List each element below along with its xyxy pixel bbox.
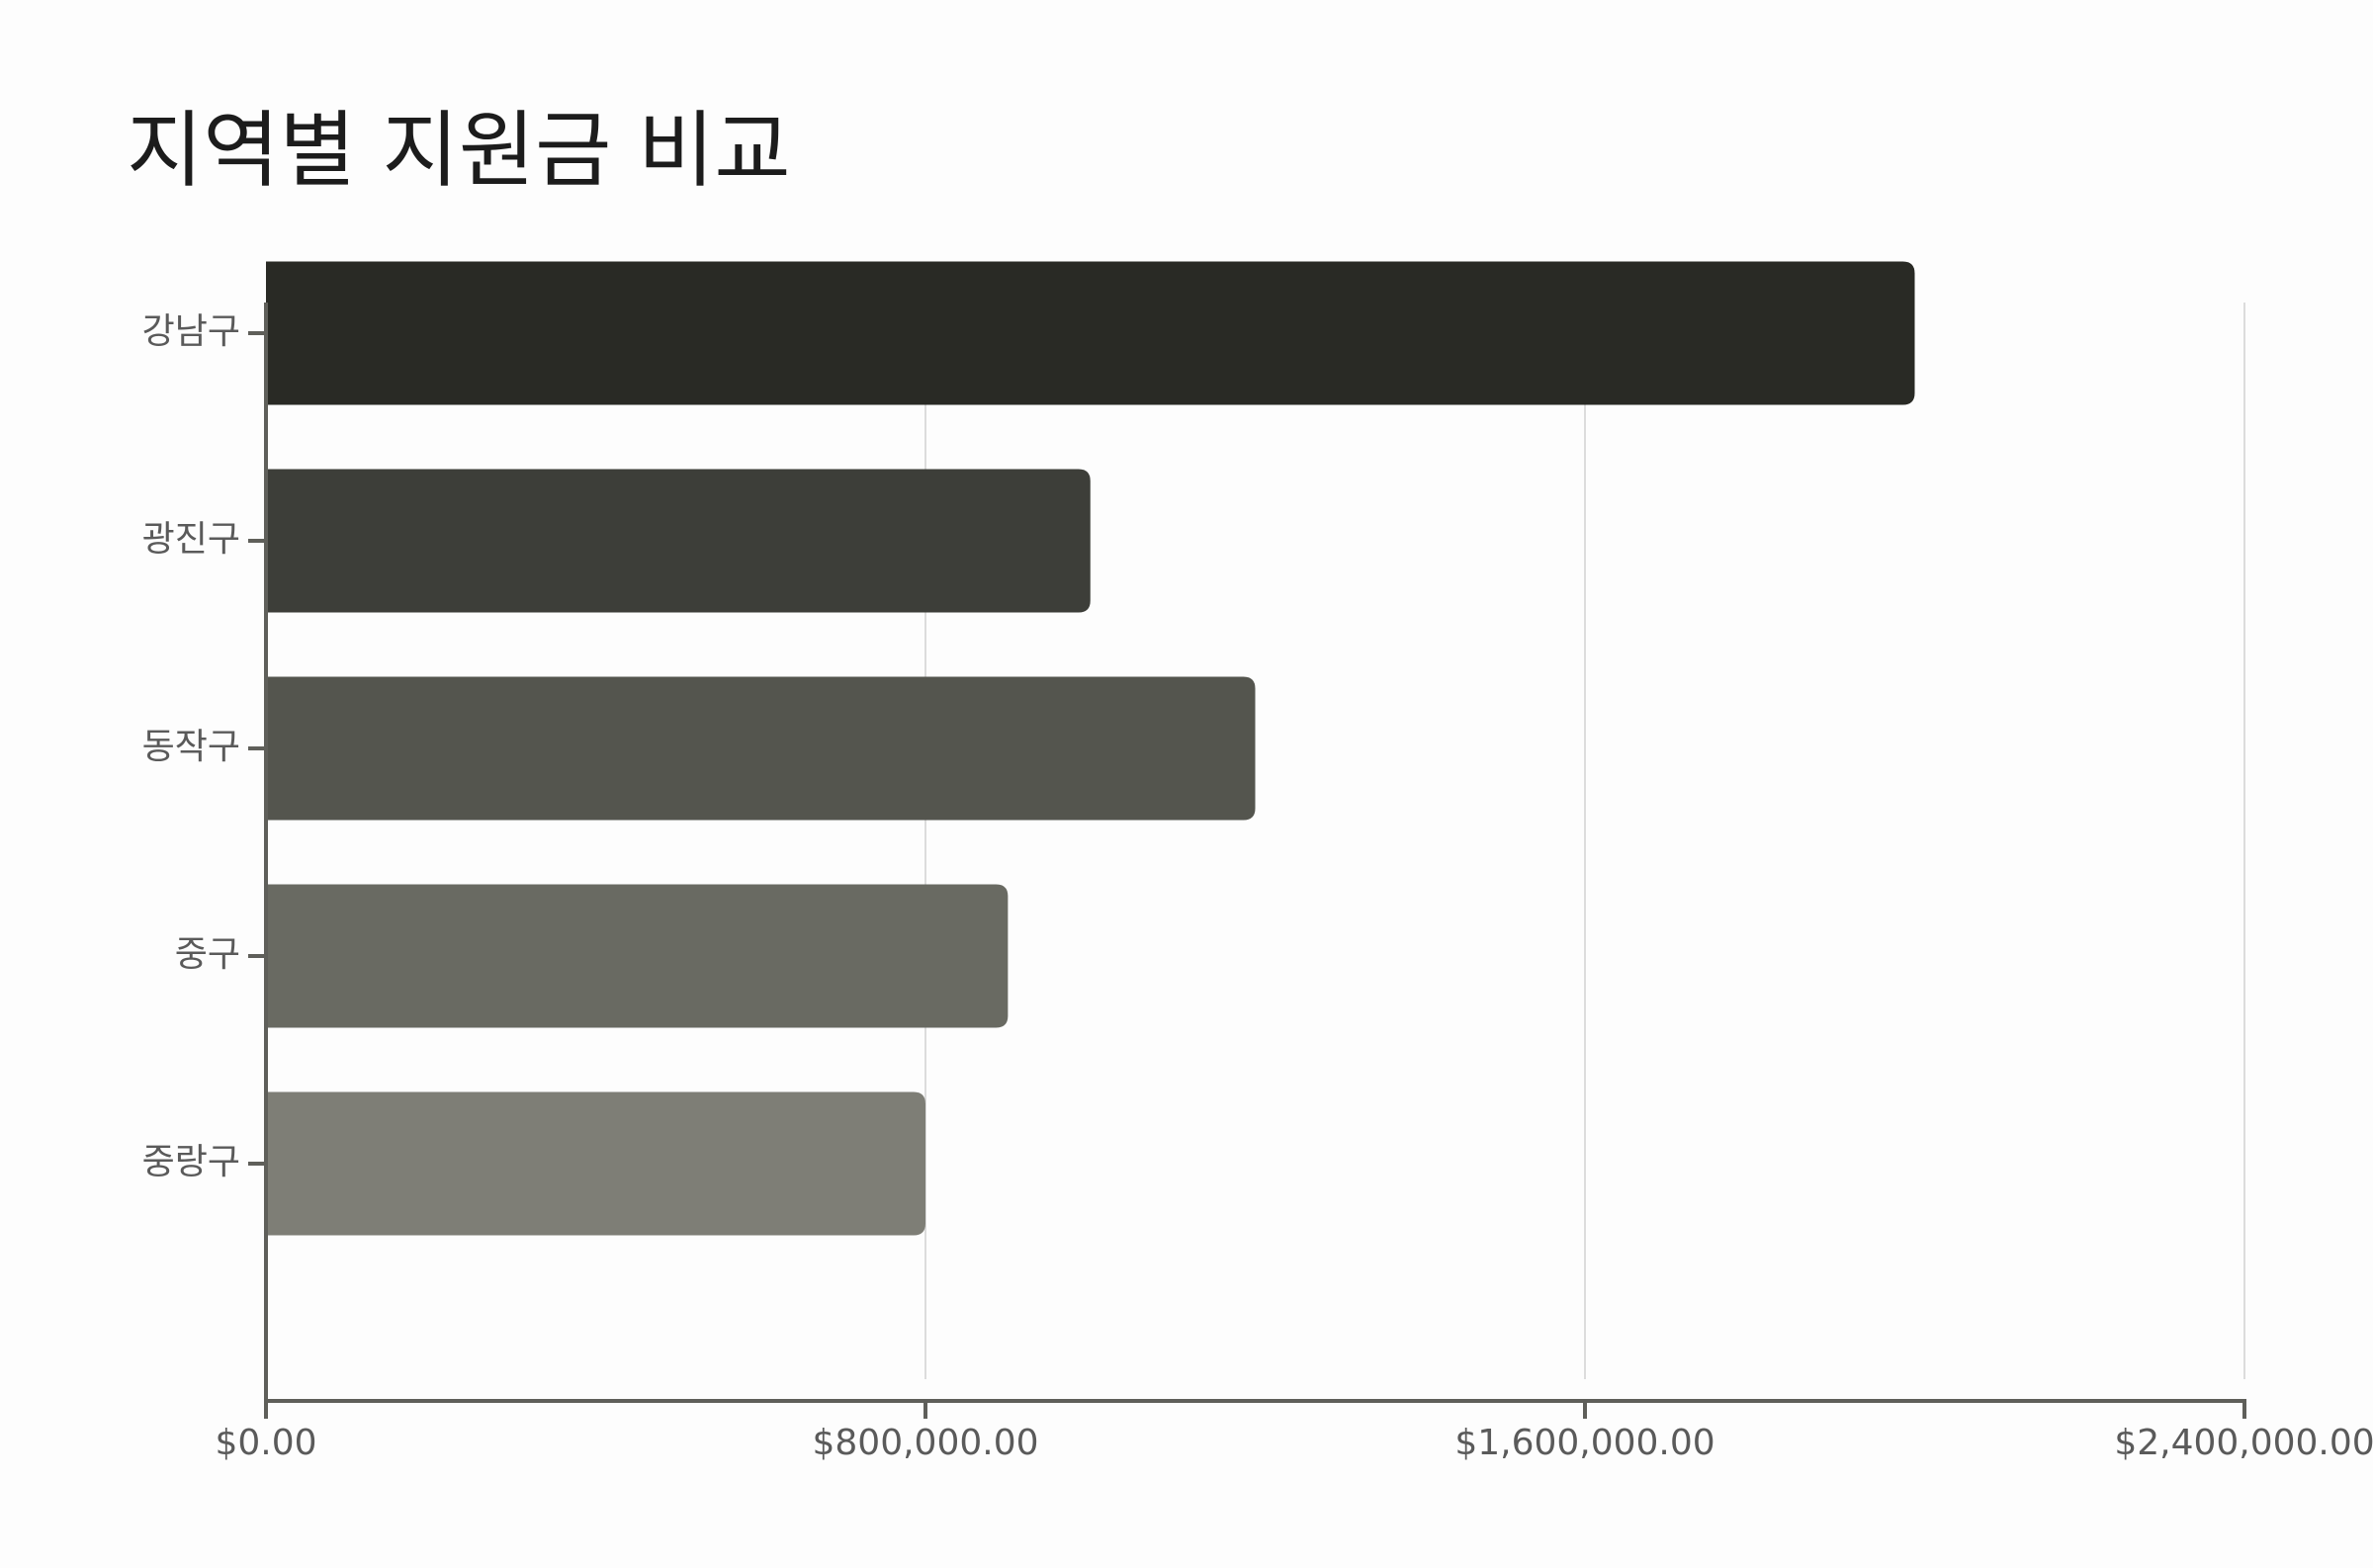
bar bbox=[266, 261, 1915, 405]
x-tick-label: $1,600,000.00 bbox=[1454, 1423, 1714, 1463]
y-tick-label: 중구 bbox=[175, 934, 240, 975]
y-tick-label: 동작구 bbox=[142, 727, 240, 767]
bar bbox=[266, 676, 1256, 821]
y-tick-label: 강남구 bbox=[142, 311, 240, 352]
bar bbox=[266, 884, 1009, 1028]
x-tick-label: $0.00 bbox=[215, 1423, 316, 1463]
bar bbox=[266, 1091, 925, 1236]
y-tick-label: 광진구 bbox=[142, 519, 240, 560]
x-tick-label: $800,000.00 bbox=[812, 1423, 1038, 1463]
x-tick-label: $2,400,000.00 bbox=[2114, 1423, 2373, 1463]
bar bbox=[266, 469, 1091, 613]
y-tick-label: 중랑구 bbox=[142, 1142, 240, 1182]
chart-title: 지역별 지원금 비교 bbox=[127, 102, 791, 199]
